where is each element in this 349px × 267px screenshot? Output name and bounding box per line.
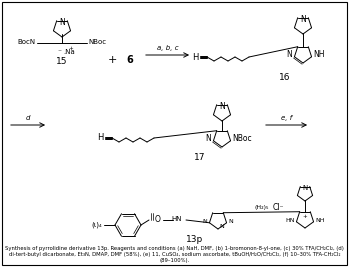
Text: H: H (97, 134, 103, 143)
Text: Cl⁻: Cl⁻ (272, 203, 284, 213)
Text: N: N (219, 102, 225, 111)
Text: N: N (203, 219, 207, 224)
Text: a, b, c: a, b, c (157, 45, 178, 51)
Text: N: N (219, 225, 224, 230)
Text: (H₂)₅: (H₂)₅ (254, 205, 269, 210)
Text: e, f: e, f (281, 115, 292, 121)
Text: 13p: 13p (186, 235, 203, 245)
Text: +: + (69, 46, 73, 52)
Text: HN: HN (285, 218, 295, 223)
Text: d: d (26, 115, 30, 121)
Text: 15: 15 (56, 57, 68, 65)
Text: (ι)₄: (ι)₄ (92, 222, 102, 228)
Text: N: N (206, 134, 211, 143)
Text: Synthesis of pyrrolidine derivative 13p. Reagents and conditions (a) NaH, DMF, (: Synthesis of pyrrolidine derivative 13p.… (5, 246, 344, 263)
Text: 16: 16 (279, 73, 291, 83)
Text: ⁻: ⁻ (57, 48, 61, 57)
Text: N: N (302, 185, 307, 191)
Text: .Na: .Na (63, 49, 75, 55)
Text: 6: 6 (127, 55, 133, 65)
Text: BocN: BocN (18, 39, 36, 45)
Text: N: N (287, 50, 292, 59)
Text: N: N (300, 15, 306, 24)
Text: 17: 17 (194, 154, 206, 163)
Text: H: H (192, 53, 198, 61)
Text: N: N (229, 219, 233, 224)
Text: NH: NH (313, 50, 325, 59)
Text: O: O (155, 214, 161, 223)
Text: NBoc: NBoc (232, 134, 252, 143)
Text: HN: HN (171, 216, 182, 222)
Text: +: + (303, 214, 307, 219)
Text: +: + (107, 55, 117, 65)
Text: NBoc: NBoc (88, 39, 106, 45)
Text: N: N (59, 18, 65, 27)
Text: NH: NH (315, 218, 325, 223)
